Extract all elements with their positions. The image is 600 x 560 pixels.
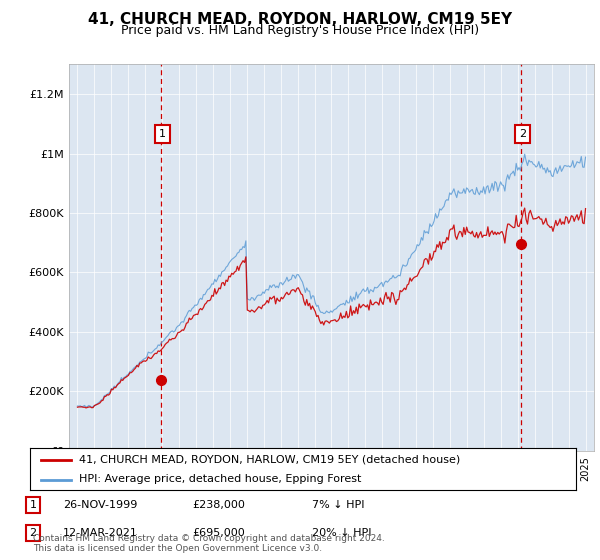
- Text: 41, CHURCH MEAD, ROYDON, HARLOW, CM19 5EY (detached house): 41, CHURCH MEAD, ROYDON, HARLOW, CM19 5E…: [79, 455, 460, 465]
- Text: Price paid vs. HM Land Registry's House Price Index (HPI): Price paid vs. HM Land Registry's House …: [121, 24, 479, 36]
- Text: 41, CHURCH MEAD, ROYDON, HARLOW, CM19 5EY: 41, CHURCH MEAD, ROYDON, HARLOW, CM19 5E…: [88, 12, 512, 27]
- Text: 2: 2: [519, 129, 526, 139]
- Text: 20% ↓ HPI: 20% ↓ HPI: [312, 528, 371, 538]
- Text: 7% ↓ HPI: 7% ↓ HPI: [312, 500, 365, 510]
- Text: 1: 1: [29, 500, 37, 510]
- Text: Contains HM Land Registry data © Crown copyright and database right 2024.
This d: Contains HM Land Registry data © Crown c…: [33, 534, 385, 553]
- Text: 2: 2: [29, 528, 37, 538]
- Text: 12-MAR-2021: 12-MAR-2021: [63, 528, 138, 538]
- Text: 26-NOV-1999: 26-NOV-1999: [63, 500, 137, 510]
- Text: £238,000: £238,000: [192, 500, 245, 510]
- Text: 1: 1: [159, 129, 166, 139]
- Text: £695,000: £695,000: [192, 528, 245, 538]
- Text: HPI: Average price, detached house, Epping Forest: HPI: Average price, detached house, Eppi…: [79, 474, 362, 484]
